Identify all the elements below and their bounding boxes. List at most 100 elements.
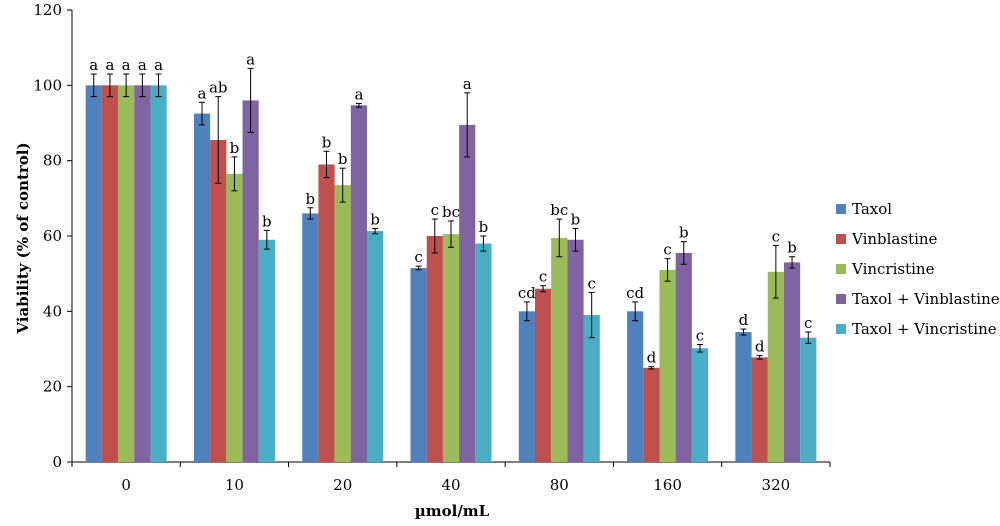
x-tick-label: 320 <box>762 476 791 494</box>
bar <box>459 124 476 462</box>
bar <box>318 164 335 462</box>
bar <box>367 231 384 462</box>
error-bars <box>90 67 812 370</box>
bar <box>334 185 351 462</box>
x-tick-label: 80 <box>550 476 569 494</box>
significance-label: b <box>322 133 332 151</box>
significance-label: b <box>787 239 797 257</box>
significance-label: d <box>647 349 657 367</box>
bar <box>85 85 102 462</box>
significance-label: c <box>663 241 671 259</box>
bar <box>551 237 568 462</box>
bar <box>134 85 151 462</box>
significance-label: a <box>89 56 98 74</box>
bar <box>751 357 768 462</box>
legend-swatch <box>836 204 846 214</box>
bar <box>659 269 676 462</box>
significance-label: a <box>463 75 472 93</box>
y-tick-label: 0 <box>52 453 62 471</box>
significance-label: cd <box>626 284 644 302</box>
significance-label: d <box>755 337 765 355</box>
bars <box>85 85 817 463</box>
bar <box>350 105 368 463</box>
significance-label: a <box>354 85 363 103</box>
legend-swatch <box>836 294 846 304</box>
significance-label: bc <box>550 201 568 219</box>
bar <box>242 100 259 463</box>
significance-label: c <box>414 248 422 266</box>
bar <box>691 348 709 462</box>
y-tick-label: 120 <box>33 1 62 19</box>
bar <box>210 139 227 462</box>
y-tick-label: 80 <box>43 152 62 170</box>
y-axis-label: Viability (% of control) <box>14 142 32 334</box>
significance-label: b <box>571 210 581 228</box>
x-tick-label: 0 <box>121 476 131 494</box>
legend: Taxol Vinblastine Vincristine Taxol + Vinbl… <box>836 200 1000 338</box>
bar <box>583 315 600 462</box>
x-tick-label: 160 <box>653 476 682 494</box>
legend-label: Taxol + Vincristine <box>852 320 997 338</box>
legend-label: Vincristine <box>851 260 935 278</box>
bar <box>442 234 460 462</box>
significance-label: c <box>431 201 439 219</box>
bar <box>534 288 552 462</box>
significance-label: bc <box>442 203 460 221</box>
y-tick-label: 60 <box>43 227 62 245</box>
bar <box>800 337 817 462</box>
bar <box>567 239 584 462</box>
legend-label: Vinblastine <box>851 230 938 248</box>
significance-label: c <box>696 326 704 344</box>
y-tick-label: 40 <box>43 302 62 320</box>
bar <box>258 239 275 462</box>
x-tick-label: 40 <box>441 476 460 494</box>
bar <box>627 311 644 462</box>
bar <box>426 236 443 462</box>
bar <box>118 85 135 462</box>
bar <box>101 85 119 462</box>
significance-label: c <box>772 227 780 245</box>
legend-swatch <box>836 324 846 334</box>
bar <box>410 268 427 462</box>
legend-label: Taxol + Vinblastine <box>852 290 1000 308</box>
significance-label: c <box>804 314 812 332</box>
y-tick-label: 20 <box>43 378 62 396</box>
legend-label: Taxol <box>852 200 892 218</box>
bar <box>735 332 752 462</box>
significance-label: b <box>679 224 689 242</box>
significance-label: b <box>370 210 380 228</box>
legend-swatch <box>836 234 846 244</box>
significance-label: a <box>122 56 131 74</box>
significance-label: c <box>587 275 595 293</box>
legend-swatch <box>836 264 846 274</box>
bar <box>193 113 211 462</box>
significance-label: a <box>105 56 114 74</box>
bar <box>150 85 167 462</box>
bar <box>643 367 660 462</box>
significance-label: a <box>154 56 163 74</box>
significance-label: ab <box>209 79 228 97</box>
bar <box>783 262 801 462</box>
x-tick-label: 20 <box>333 476 352 494</box>
bar <box>475 243 492 462</box>
significance-label: c <box>539 268 547 286</box>
significance-label: b <box>230 139 240 157</box>
bar <box>675 252 692 462</box>
significance-label: a <box>198 84 207 102</box>
significance-label: b <box>338 150 348 168</box>
significance-label: a <box>246 50 255 68</box>
x-axis-label: µmol/mL <box>415 502 490 520</box>
y-axis: 0 20 40 60 80 100 120 <box>33 1 73 471</box>
bar <box>226 173 243 462</box>
significance-label: a <box>138 56 147 74</box>
y-tick-label: 100 <box>33 76 62 94</box>
significance-label: b <box>479 218 489 236</box>
x-tick-label: 10 <box>225 476 244 494</box>
bar <box>767 271 784 462</box>
bar <box>518 311 535 462</box>
significance-label: b <box>306 190 316 208</box>
significance-label: d <box>739 311 749 329</box>
bar <box>302 213 319 462</box>
